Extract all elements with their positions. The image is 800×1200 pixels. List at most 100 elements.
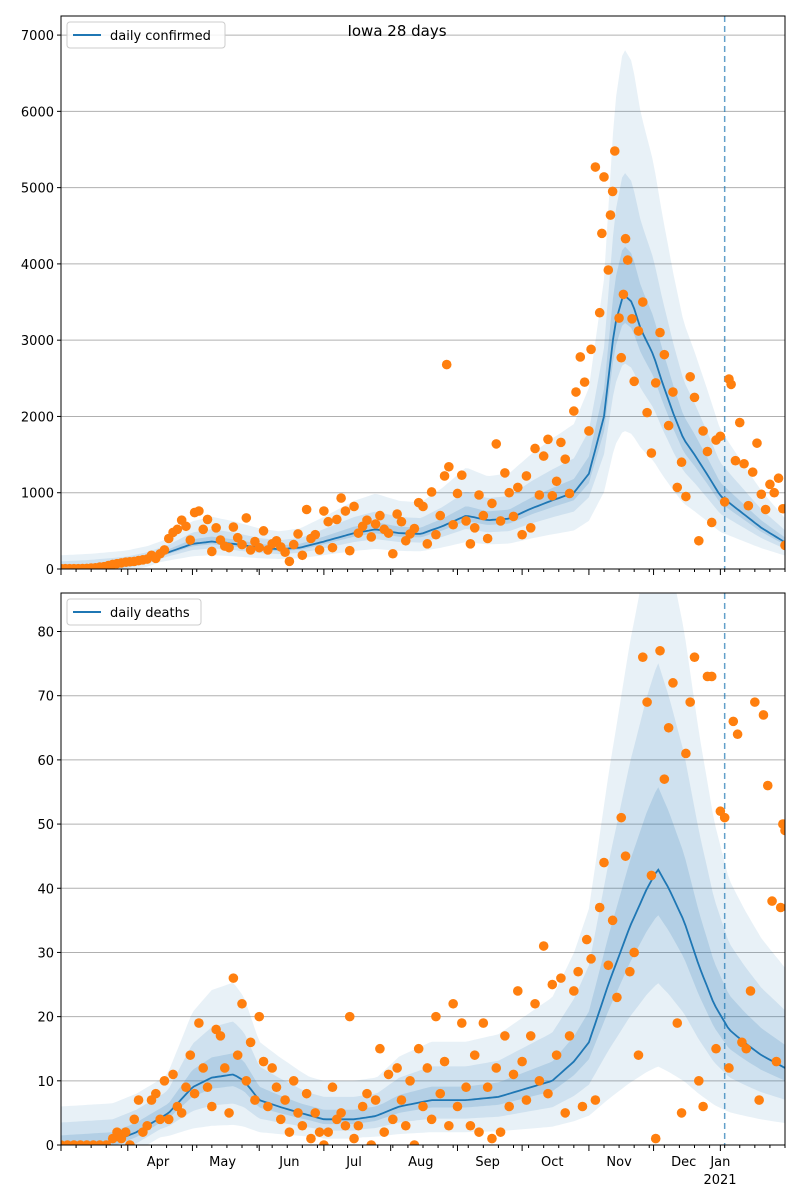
data-point <box>482 1082 493 1093</box>
data-point <box>426 487 437 497</box>
data-point <box>650 378 661 388</box>
data-point <box>719 497 730 507</box>
data-point <box>241 513 252 523</box>
x-tick-label: Sep <box>475 1155 500 1170</box>
data-point <box>133 1095 144 1105</box>
data-point <box>159 545 170 555</box>
data-point <box>668 387 678 397</box>
data-point <box>694 535 704 546</box>
plot-area <box>61 16 785 569</box>
data-point <box>659 774 670 784</box>
data-point <box>543 434 553 445</box>
data-point <box>284 556 295 567</box>
data-point <box>396 516 407 527</box>
data-point <box>745 986 756 996</box>
data-point <box>500 1031 510 1041</box>
y-tick-label: 30 <box>37 946 54 961</box>
data-point <box>743 500 754 511</box>
legend-box <box>66 598 202 626</box>
data-point <box>590 162 601 172</box>
data-point <box>396 1095 407 1105</box>
data-point <box>605 210 616 220</box>
data-point <box>760 504 771 515</box>
data-point <box>435 1088 446 1099</box>
data-point <box>448 519 458 530</box>
data-point <box>176 1108 187 1118</box>
series-line <box>61 294 785 569</box>
data-point <box>556 973 566 983</box>
x-tick-label: Apr <box>147 1155 170 1170</box>
data-point <box>297 1120 308 1131</box>
data-point <box>310 529 321 540</box>
x-tick-label: Jul <box>345 1155 362 1170</box>
data-point <box>405 1076 415 1086</box>
deaths-panel: 0 10 20 30 40 50 60 70 80 daily deaths Apr May Jun Ju… <box>37 592 786 1170</box>
uncertainty-band <box>61 173 785 569</box>
data-point <box>599 857 609 868</box>
data-point <box>327 542 338 553</box>
data-point <box>293 1108 303 1118</box>
data-point <box>370 519 381 529</box>
data-point <box>530 443 540 454</box>
data-point <box>456 470 467 480</box>
data-point <box>198 1063 209 1073</box>
data-point <box>375 510 385 521</box>
data-point <box>181 521 191 532</box>
plot-area <box>61 593 785 1145</box>
data-point <box>676 1108 687 1118</box>
data-point <box>517 1056 527 1067</box>
y-tick-label: 2000 <box>21 410 54 425</box>
data-point <box>618 289 629 300</box>
data-point <box>362 1088 372 1099</box>
legend-label: daily confirmed <box>110 29 211 44</box>
y-tick-label: 0 <box>46 1139 54 1154</box>
data-point <box>581 934 592 945</box>
y-tick-label: 3000 <box>21 334 54 349</box>
data-point <box>163 1114 174 1125</box>
data-point <box>681 748 691 759</box>
data-point <box>633 1050 644 1060</box>
data-point <box>469 1050 480 1060</box>
data-point <box>762 780 773 791</box>
data-point <box>616 352 627 363</box>
data-point <box>288 1076 299 1086</box>
data-point <box>241 1076 252 1086</box>
data-point <box>439 1056 450 1067</box>
data-point <box>362 515 372 525</box>
y-tick-label: 0 <box>46 563 54 578</box>
data-point <box>694 1076 704 1086</box>
data-point <box>646 448 657 458</box>
data-point <box>547 979 558 990</box>
data-point <box>392 509 402 519</box>
data-point <box>681 491 691 502</box>
data-point <box>767 896 777 906</box>
data-point <box>469 523 480 533</box>
data-point <box>435 510 446 521</box>
data-point <box>336 493 346 503</box>
data-point <box>301 504 312 515</box>
data-point <box>599 172 609 182</box>
data-point <box>612 992 622 1003</box>
data-point <box>215 1031 226 1041</box>
data-point <box>504 487 514 498</box>
data-point <box>513 986 523 996</box>
data-point <box>101 1140 112 1145</box>
data-point <box>306 1133 316 1144</box>
legend: daily deaths <box>66 598 202 626</box>
x-tick-label: Aug <box>408 1155 433 1170</box>
data-point <box>254 542 265 553</box>
data-point <box>491 439 502 449</box>
data-point <box>202 1082 213 1093</box>
data-point <box>560 1108 571 1118</box>
data-point <box>538 451 549 461</box>
data-point <box>609 146 620 156</box>
data-point <box>293 529 303 539</box>
data-point <box>778 503 785 514</box>
data-point <box>474 1127 484 1137</box>
data-point <box>228 522 239 532</box>
y-tick-label: 7000 <box>21 29 54 44</box>
data-point <box>232 532 243 543</box>
data-point <box>142 1120 152 1131</box>
data-point <box>375 1043 385 1054</box>
data-point <box>465 1120 476 1131</box>
